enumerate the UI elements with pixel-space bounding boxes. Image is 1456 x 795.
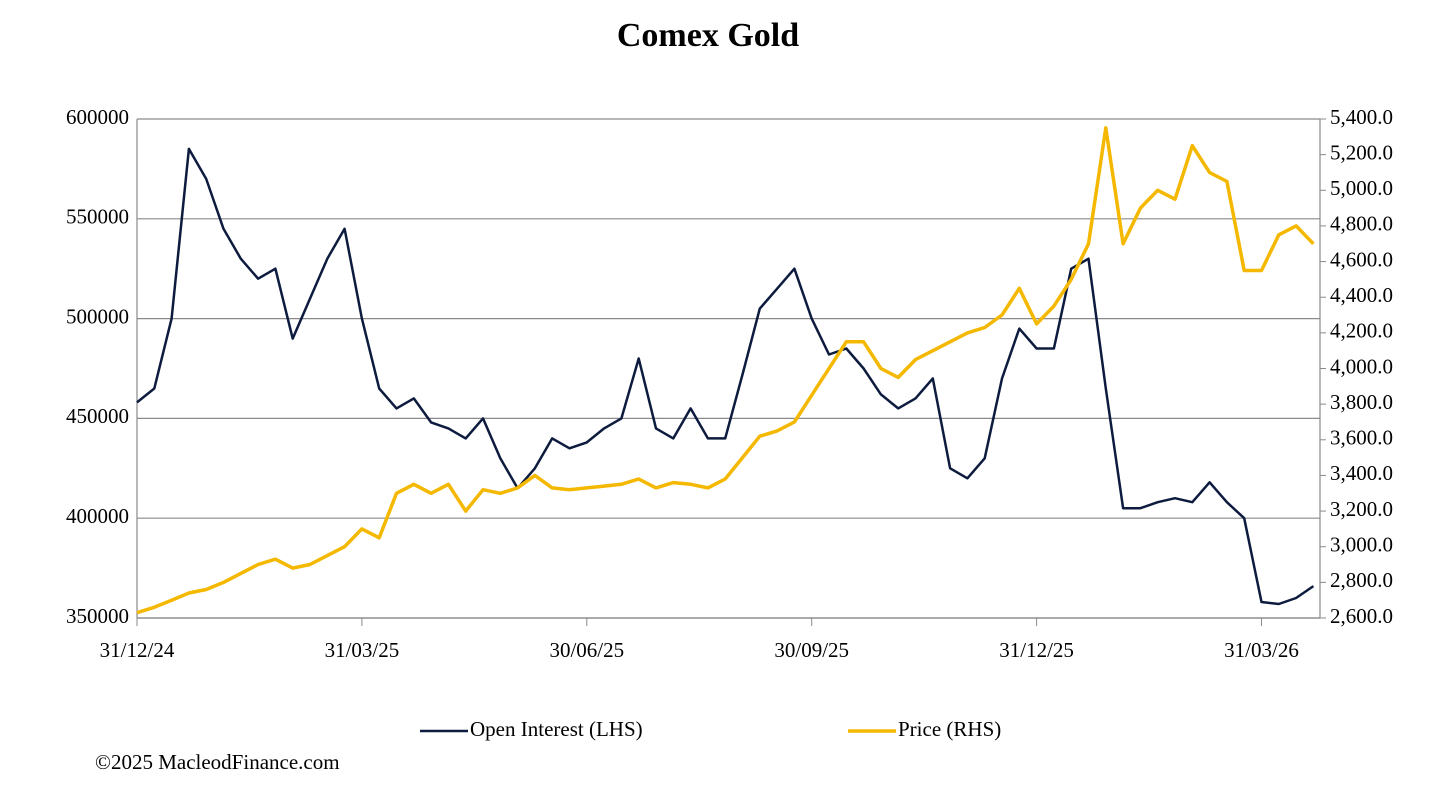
series-line bbox=[136, 126, 1315, 615]
y2-tick-label: 3,000.0 bbox=[1330, 533, 1393, 557]
y-tick-label: 550000 bbox=[66, 205, 129, 229]
y2-tick-label: 4,400.0 bbox=[1330, 283, 1393, 307]
footer: ©2025 MacleodFinance.com bbox=[95, 750, 340, 774]
series-line bbox=[136, 147, 1315, 606]
y2-tick-label: 3,600.0 bbox=[1330, 426, 1393, 450]
y-tick-label: 500000 bbox=[66, 304, 129, 328]
y-tick-label: 350000 bbox=[66, 604, 129, 628]
legend-label: Price (RHS) bbox=[898, 717, 1001, 741]
y2-tick-label: 3,800.0 bbox=[1330, 390, 1393, 414]
y2-tick-label: 5,000.0 bbox=[1330, 176, 1393, 200]
y-tick-label: 450000 bbox=[66, 404, 129, 428]
y2-tick-label: 4,000.0 bbox=[1330, 354, 1393, 378]
x-tick-label: 31/12/24 bbox=[100, 638, 175, 662]
y-tick-label: 400000 bbox=[66, 504, 129, 528]
x-tick-label: 31/03/25 bbox=[325, 638, 400, 662]
y2-tick-label: 4,800.0 bbox=[1330, 212, 1393, 236]
chart-title: Comex Gold bbox=[617, 17, 799, 54]
x-tick-label: 30/06/25 bbox=[549, 638, 624, 662]
y2-tick-label: 2,800.0 bbox=[1330, 568, 1393, 592]
y2-tick-label: 2,600.0 bbox=[1330, 604, 1393, 628]
y2-tick-label: 3,400.0 bbox=[1330, 461, 1393, 485]
y2-tick-label: 5,400.0 bbox=[1330, 105, 1393, 129]
y2-tick-label: 4,200.0 bbox=[1330, 319, 1393, 343]
y2-tick-label: 3,200.0 bbox=[1330, 497, 1393, 521]
x-tick-label: 31/03/26 bbox=[1224, 638, 1299, 662]
y-tick-label: 600000 bbox=[66, 105, 129, 129]
x-tick-label: 31/12/25 bbox=[999, 638, 1074, 662]
y2-tick-label: 5,200.0 bbox=[1330, 140, 1393, 164]
x-tick-label: 30/09/25 bbox=[774, 638, 849, 662]
legend-label: Open Interest (LHS) bbox=[470, 717, 643, 741]
y2-tick-label: 4,600.0 bbox=[1330, 247, 1393, 271]
